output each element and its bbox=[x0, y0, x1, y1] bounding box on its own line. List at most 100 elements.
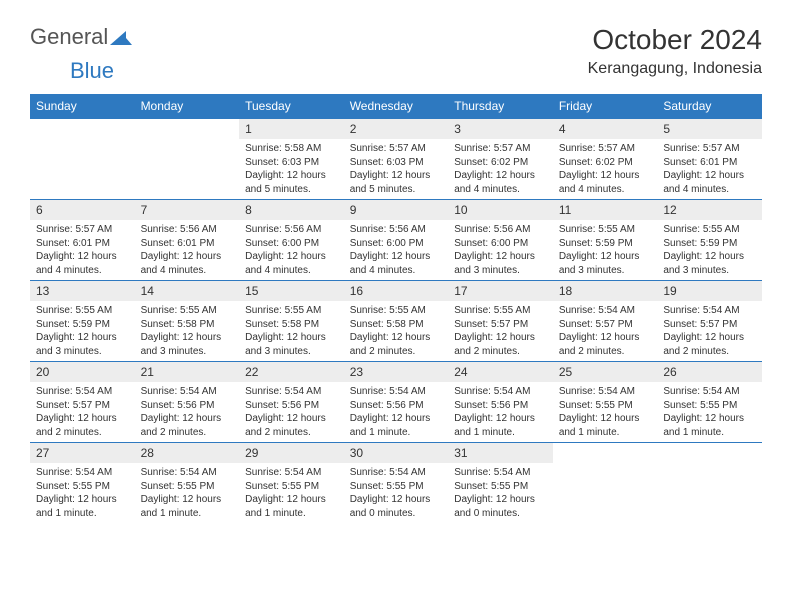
calendar-week-row: 6Sunrise: 5:57 AMSunset: 6:01 PMDaylight… bbox=[30, 200, 762, 281]
day-details: Sunrise: 5:57 AMSunset: 6:03 PMDaylight:… bbox=[344, 139, 449, 199]
sunset-text: Sunset: 6:01 PM bbox=[36, 237, 129, 251]
sunrise-text: Sunrise: 5:54 AM bbox=[559, 385, 652, 399]
sunrise-text: Sunrise: 5:54 AM bbox=[454, 466, 547, 480]
daylight-text: Daylight: 12 hours and 0 minutes. bbox=[350, 493, 443, 520]
day-number: 15 bbox=[239, 281, 344, 301]
sunset-text: Sunset: 5:56 PM bbox=[141, 399, 234, 413]
sunset-text: Sunset: 6:02 PM bbox=[559, 156, 652, 170]
day-details: Sunrise: 5:55 AMSunset: 5:59 PMDaylight:… bbox=[30, 301, 135, 361]
location-subtitle: Kerangagung, Indonesia bbox=[588, 60, 762, 78]
daylight-text: Daylight: 12 hours and 2 minutes. bbox=[454, 331, 547, 358]
calendar-cell: 4Sunrise: 5:57 AMSunset: 6:02 PMDaylight… bbox=[553, 119, 658, 200]
sunrise-text: Sunrise: 5:56 AM bbox=[350, 223, 443, 237]
daylight-text: Daylight: 12 hours and 1 minute. bbox=[36, 493, 129, 520]
day-number: 24 bbox=[448, 362, 553, 382]
sunset-text: Sunset: 5:59 PM bbox=[559, 237, 652, 251]
sunrise-text: Sunrise: 5:55 AM bbox=[454, 304, 547, 318]
sunrise-text: Sunrise: 5:56 AM bbox=[245, 223, 338, 237]
sunset-text: Sunset: 6:03 PM bbox=[350, 156, 443, 170]
sunset-text: Sunset: 5:58 PM bbox=[245, 318, 338, 332]
calendar-cell: 27Sunrise: 5:54 AMSunset: 5:55 PMDayligh… bbox=[30, 443, 135, 524]
sunset-text: Sunset: 5:57 PM bbox=[559, 318, 652, 332]
logo-text-blue: Blue bbox=[70, 58, 114, 84]
daylight-text: Daylight: 12 hours and 2 minutes. bbox=[141, 412, 234, 439]
sunrise-text: Sunrise: 5:54 AM bbox=[245, 466, 338, 480]
daylight-text: Daylight: 12 hours and 1 minute. bbox=[559, 412, 652, 439]
day-number: 26 bbox=[657, 362, 762, 382]
day-number: 6 bbox=[30, 200, 135, 220]
day-details: Sunrise: 5:54 AMSunset: 5:56 PMDaylight:… bbox=[135, 382, 240, 442]
calendar-cell: 31Sunrise: 5:54 AMSunset: 5:55 PMDayligh… bbox=[448, 443, 553, 524]
day-details: Sunrise: 5:57 AMSunset: 6:01 PMDaylight:… bbox=[30, 220, 135, 280]
day-number: 2 bbox=[344, 119, 449, 139]
day-number: 20 bbox=[30, 362, 135, 382]
daylight-text: Daylight: 12 hours and 3 minutes. bbox=[141, 331, 234, 358]
day-details: Sunrise: 5:55 AMSunset: 5:59 PMDaylight:… bbox=[657, 220, 762, 280]
daylight-text: Daylight: 12 hours and 4 minutes. bbox=[663, 169, 756, 196]
day-header: Sunday bbox=[30, 94, 135, 119]
day-details: Sunrise: 5:57 AMSunset: 6:02 PMDaylight:… bbox=[553, 139, 658, 199]
month-title: October 2024 bbox=[588, 24, 762, 56]
sunset-text: Sunset: 5:59 PM bbox=[663, 237, 756, 251]
day-number: 31 bbox=[448, 443, 553, 463]
calendar-header-row: SundayMondayTuesdayWednesdayThursdayFrid… bbox=[30, 94, 762, 119]
day-number: 29 bbox=[239, 443, 344, 463]
sunrise-text: Sunrise: 5:54 AM bbox=[36, 385, 129, 399]
day-details: Sunrise: 5:54 AMSunset: 5:55 PMDaylight:… bbox=[239, 463, 344, 523]
calendar-cell: 26Sunrise: 5:54 AMSunset: 5:55 PMDayligh… bbox=[657, 362, 762, 443]
sunrise-text: Sunrise: 5:56 AM bbox=[141, 223, 234, 237]
sunset-text: Sunset: 5:57 PM bbox=[663, 318, 756, 332]
sunset-text: Sunset: 5:58 PM bbox=[350, 318, 443, 332]
day-number: 30 bbox=[344, 443, 449, 463]
daylight-text: Daylight: 12 hours and 4 minutes. bbox=[141, 250, 234, 277]
sunset-text: Sunset: 5:55 PM bbox=[245, 480, 338, 494]
sunrise-text: Sunrise: 5:54 AM bbox=[141, 385, 234, 399]
logo-text-general: General bbox=[30, 24, 108, 50]
sunset-text: Sunset: 5:57 PM bbox=[36, 399, 129, 413]
day-number: 14 bbox=[135, 281, 240, 301]
day-header: Saturday bbox=[657, 94, 762, 119]
sunrise-text: Sunrise: 5:55 AM bbox=[350, 304, 443, 318]
daylight-text: Daylight: 12 hours and 3 minutes. bbox=[245, 331, 338, 358]
sunset-text: Sunset: 5:55 PM bbox=[663, 399, 756, 413]
calendar-cell: 19Sunrise: 5:54 AMSunset: 5:57 PMDayligh… bbox=[657, 281, 762, 362]
day-details: Sunrise: 5:57 AMSunset: 6:02 PMDaylight:… bbox=[448, 139, 553, 199]
sunset-text: Sunset: 5:55 PM bbox=[36, 480, 129, 494]
day-details: Sunrise: 5:58 AMSunset: 6:03 PMDaylight:… bbox=[239, 139, 344, 199]
sunset-text: Sunset: 5:55 PM bbox=[141, 480, 234, 494]
day-header: Friday bbox=[553, 94, 658, 119]
sunset-text: Sunset: 6:03 PM bbox=[245, 156, 338, 170]
calendar-cell: 11Sunrise: 5:55 AMSunset: 5:59 PMDayligh… bbox=[553, 200, 658, 281]
sunset-text: Sunset: 5:57 PM bbox=[454, 318, 547, 332]
day-number: 11 bbox=[553, 200, 658, 220]
day-number: 5 bbox=[657, 119, 762, 139]
sunset-text: Sunset: 6:01 PM bbox=[141, 237, 234, 251]
sunset-text: Sunset: 6:01 PM bbox=[663, 156, 756, 170]
daylight-text: Daylight: 12 hours and 1 minute. bbox=[141, 493, 234, 520]
day-header: Thursday bbox=[448, 94, 553, 119]
sunrise-text: Sunrise: 5:54 AM bbox=[245, 385, 338, 399]
day-details: Sunrise: 5:55 AMSunset: 5:58 PMDaylight:… bbox=[135, 301, 240, 361]
calendar-cell: 20 Sunrise: 5:54 AMSunset: 5:57 PMDayligh… bbox=[30, 362, 135, 443]
calendar-cell bbox=[30, 119, 135, 200]
calendar-cell: 2Sunrise: 5:57 AMSunset: 6:03 PMDaylight… bbox=[344, 119, 449, 200]
sunrise-text: Sunrise: 5:57 AM bbox=[36, 223, 129, 237]
daylight-text: Daylight: 12 hours and 1 minute. bbox=[454, 412, 547, 439]
sunrise-text: Sunrise: 5:54 AM bbox=[663, 304, 756, 318]
daylight-text: Daylight: 12 hours and 2 minutes. bbox=[36, 412, 129, 439]
calendar-cell bbox=[657, 443, 762, 524]
sunrise-text: Sunrise: 5:58 AM bbox=[245, 142, 338, 156]
day-details: Sunrise: 5:56 AMSunset: 6:00 PMDaylight:… bbox=[344, 220, 449, 280]
sunrise-text: Sunrise: 5:56 AM bbox=[454, 223, 547, 237]
daylight-text: Daylight: 12 hours and 3 minutes. bbox=[663, 250, 756, 277]
calendar-cell: 28Sunrise: 5:54 AMSunset: 5:55 PMDayligh… bbox=[135, 443, 240, 524]
day-details: Sunrise: 5:55 AMSunset: 5:57 PMDaylight:… bbox=[448, 301, 553, 361]
day-details: Sunrise: 5:54 AMSunset: 5:55 PMDaylight:… bbox=[448, 463, 553, 523]
sunset-text: Sunset: 6:02 PM bbox=[454, 156, 547, 170]
day-details: Sunrise: 5:56 AMSunset: 6:01 PMDaylight:… bbox=[135, 220, 240, 280]
day-details: Sunrise: 5:54 AMSunset: 5:55 PMDaylight:… bbox=[344, 463, 449, 523]
calendar-cell: 30Sunrise: 5:54 AMSunset: 5:55 PMDayligh… bbox=[344, 443, 449, 524]
calendar-cell: 15Sunrise: 5:55 AMSunset: 5:58 PMDayligh… bbox=[239, 281, 344, 362]
day-number: 23 bbox=[344, 362, 449, 382]
calendar-cell: 14Sunrise: 5:55 AMSunset: 5:58 PMDayligh… bbox=[135, 281, 240, 362]
